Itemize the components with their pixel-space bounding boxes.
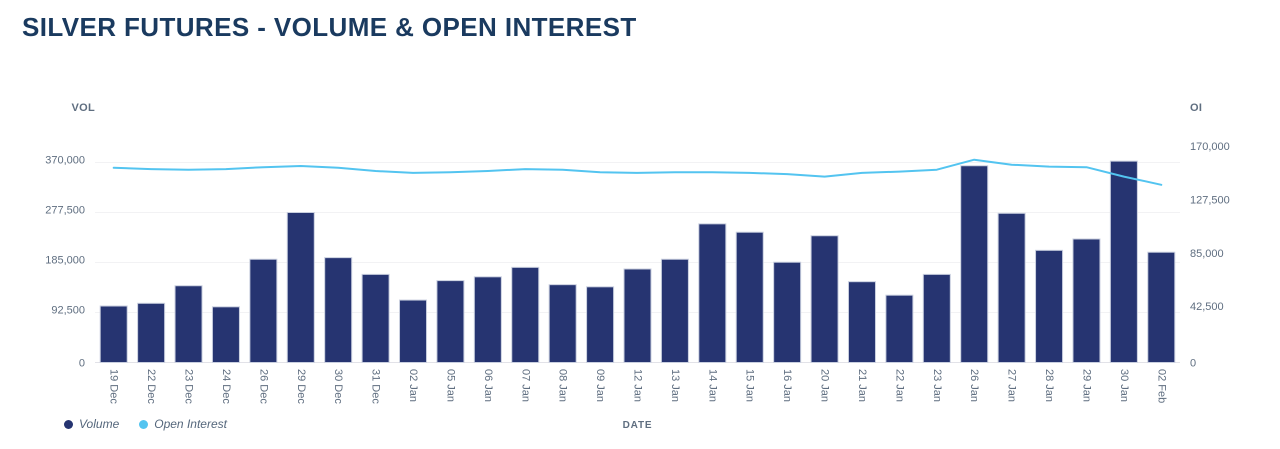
volume-bar[interactable]	[960, 165, 989, 363]
x-axis-title: DATE	[623, 420, 653, 431]
x-axis-date-label: 09 Jan	[594, 369, 606, 402]
x-axis-date-label: 31 Dec	[370, 369, 382, 404]
x-axis-date-label: 15 Jan	[744, 369, 756, 402]
x-axis-date-label: 05 Jan	[444, 369, 456, 402]
x-axis-date-label: 02 Jan	[407, 369, 419, 402]
volume-bar[interactable]	[324, 257, 353, 363]
left-axis-tick-label: 277,500	[45, 205, 85, 217]
right-axis-title: OI	[1190, 102, 1202, 114]
x-axis-date-label: 02 Feb	[1155, 369, 1167, 403]
volume-bar[interactable]	[773, 261, 802, 364]
x-axis-date-label: 29 Jan	[1080, 369, 1092, 402]
x-axis-date-label: 20 Jan	[819, 369, 831, 402]
volume-bar[interactable]	[511, 266, 540, 363]
open-interest-legend-label: Open Interest	[154, 417, 227, 431]
volume-bar[interactable]	[623, 268, 652, 363]
volume-bar[interactable]	[735, 231, 764, 363]
right-axis-tick-label: 170,000	[1190, 141, 1230, 153]
volume-bar[interactable]	[137, 302, 166, 364]
volume-bar[interactable]	[586, 286, 615, 363]
open-interest-legend-dot	[139, 419, 149, 429]
volume-bar[interactable]	[99, 305, 128, 364]
volume-bar[interactable]	[473, 276, 502, 363]
right-axis-tick-label: 0	[1190, 358, 1196, 370]
x-axis-date-label: 26 Jan	[968, 369, 980, 402]
volume-bar[interactable]	[698, 223, 727, 363]
volume-legend-label: Volume	[79, 417, 120, 431]
x-axis-date-label: 22 Dec	[145, 369, 157, 404]
legend-item-open-interest[interactable]: Open Interest	[139, 417, 227, 431]
volume-bar[interactable]	[885, 294, 914, 363]
volume-bar[interactable]	[286, 212, 315, 363]
volume-bar[interactable]	[660, 258, 689, 363]
right-axis-tick-label: 42,500	[1190, 301, 1224, 313]
x-axis-date-label: 26 Dec	[257, 369, 269, 404]
left-axis-tick-label: 370,000	[45, 155, 85, 167]
x-axis-date-label: 19 Dec	[108, 369, 120, 404]
left-axis-title: VOL	[71, 102, 95, 114]
volume-bar[interactable]	[1147, 251, 1176, 364]
x-axis-date-label: 28 Jan	[1043, 369, 1055, 402]
volume-bar[interactable]	[174, 285, 203, 364]
x-axis-date-label: 08 Jan	[557, 369, 569, 402]
x-axis-date-label: 21 Jan	[856, 369, 868, 402]
x-axis-date-label: 13 Jan	[669, 369, 681, 402]
x-axis-date-label: 12 Jan	[632, 369, 644, 402]
volume-bar[interactable]	[997, 212, 1026, 363]
volume-bar[interactable]	[249, 258, 278, 363]
left-axis-tick-label: 185,000	[45, 255, 85, 267]
right-axis-tick-label: 85,000	[1190, 248, 1224, 260]
volume-bar[interactable]	[1072, 238, 1101, 363]
x-axis-date-label: 06 Jan	[482, 369, 494, 402]
volume-bar[interactable]	[1035, 249, 1064, 364]
volume-bar[interactable]	[436, 280, 465, 363]
x-axis-date-label: 30 Jan	[1118, 369, 1130, 402]
x-axis-date-label: 23 Jan	[931, 369, 943, 402]
x-axis-date-label: 22 Jan	[893, 369, 905, 402]
volume-bar[interactable]	[211, 306, 240, 363]
volume-bar[interactable]	[810, 235, 839, 363]
x-axis-date-label: 16 Jan	[781, 369, 793, 402]
x-axis-date-label: 30 Dec	[332, 369, 344, 404]
x-axis-date-label: 07 Jan	[519, 369, 531, 402]
volume-bar[interactable]	[1109, 160, 1138, 363]
volume-bar[interactable]	[847, 281, 876, 363]
x-axis-date-label: 23 Dec	[183, 369, 195, 404]
right-axis-tick-label: 127,500	[1190, 194, 1230, 206]
volume-bar[interactable]	[361, 273, 390, 364]
volume-bar[interactable]	[922, 273, 951, 364]
volume-bar[interactable]	[548, 284, 577, 364]
page-title: SILVER FUTURES - VOLUME & OPEN INTEREST	[22, 12, 637, 42]
chart-legend: Volume Open Interest	[64, 416, 227, 432]
left-axis-tick-label: 92,500	[51, 305, 85, 317]
left-axis-tick-label: 0	[79, 358, 85, 370]
x-axis-date-label: 27 Jan	[1006, 369, 1018, 402]
volume-legend-dot	[64, 419, 73, 429]
x-axis-date-label: 24 Dec	[220, 369, 232, 404]
legend-item-volume[interactable]: Volume	[64, 417, 119, 431]
x-axis-date-label: 29 Dec	[295, 369, 307, 404]
x-axis-date-label: 14 Jan	[706, 369, 718, 402]
open-interest-line[interactable]	[112, 158, 1163, 186]
volume-bar[interactable]	[399, 299, 428, 363]
